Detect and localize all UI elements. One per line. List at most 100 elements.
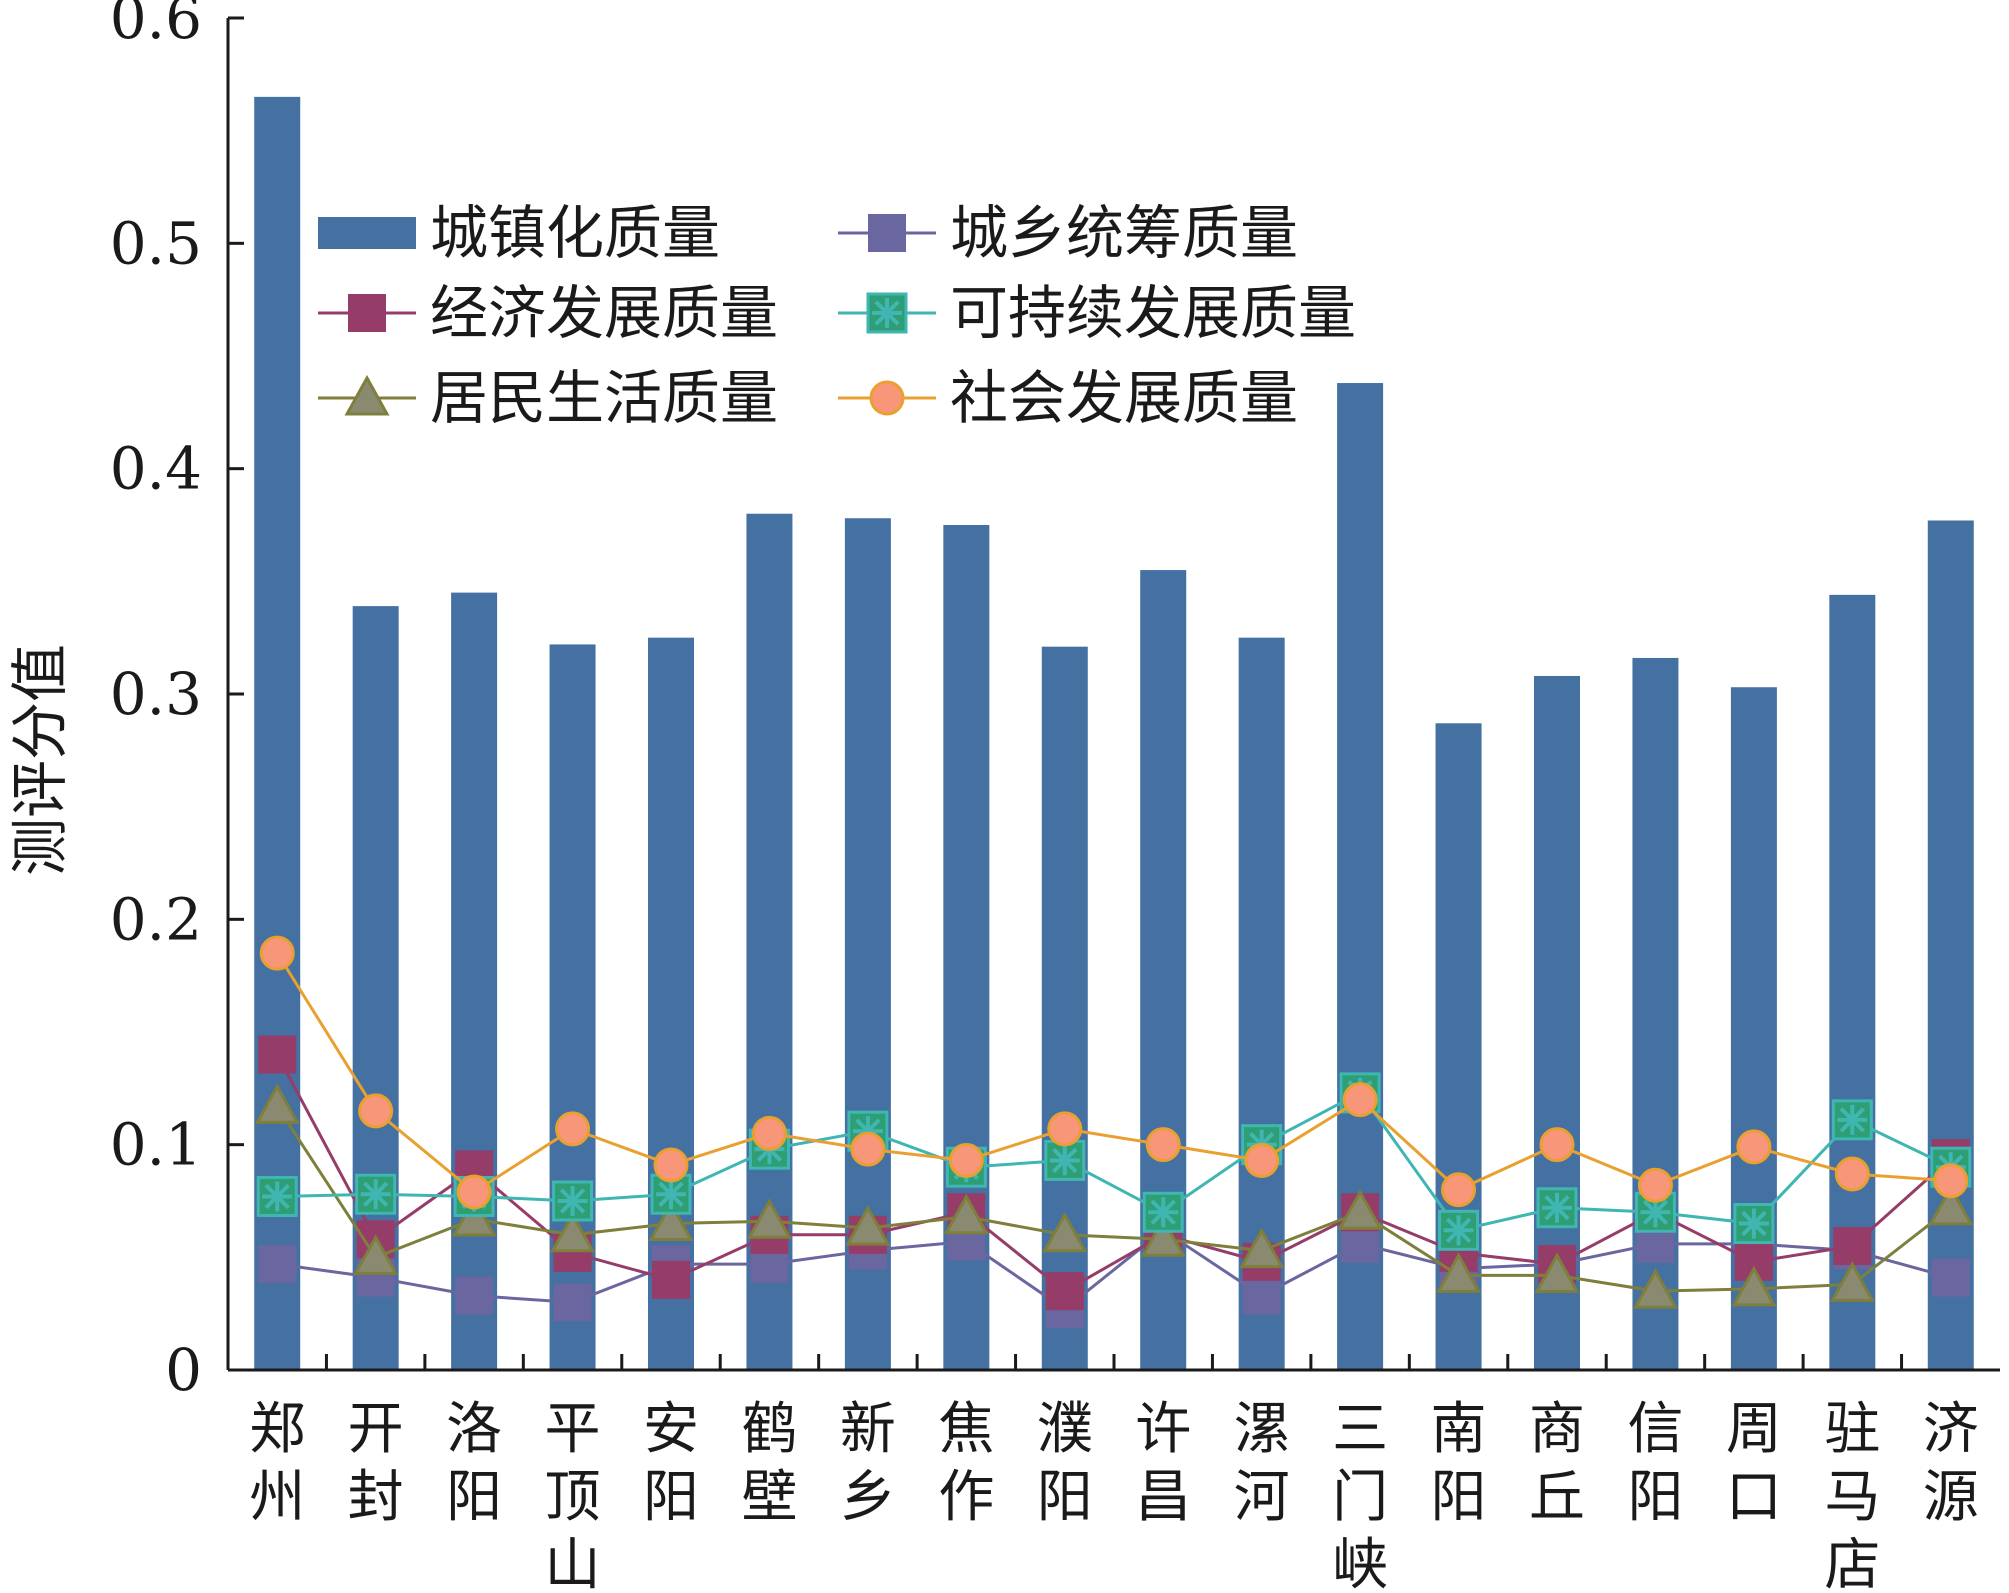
x-category-label: 濮阳 [1037, 1397, 1093, 1530]
y-tick-label: 0.1 [110, 1111, 202, 1179]
bar-urbanization-quality [254, 96, 301, 1370]
point-social [850, 1131, 886, 1167]
point-sustainable [1536, 1187, 1578, 1229]
legend-marker [869, 380, 905, 416]
x-category-label: 平顶山 [545, 1397, 601, 1593]
point-resident-life [1632, 1268, 1678, 1309]
point-social [555, 1111, 591, 1147]
point-resident-life [550, 1211, 596, 1253]
x-category-label: 开封 [348, 1397, 404, 1530]
point-urban-rural [553, 1283, 592, 1322]
x-category-label: 焦作 [938, 1397, 994, 1530]
point-social [1441, 1172, 1477, 1208]
line-resident-life [275, 1105, 1952, 1293]
point-social [259, 935, 295, 971]
line-sustainable [277, 1090, 1952, 1232]
y-tick-label: 0.5 [110, 209, 202, 277]
legend-swatch [318, 217, 416, 249]
point-urban-rural [1242, 1276, 1281, 1315]
bar-urbanization-quality [1927, 520, 1974, 1370]
point-social [1047, 1111, 1083, 1147]
x-category-label: 许昌 [1135, 1397, 1191, 1530]
point-social [1736, 1129, 1772, 1165]
point-social [653, 1147, 689, 1183]
point-economic [1045, 1272, 1084, 1311]
bar-urbanization-quality [451, 592, 498, 1370]
point-economic [258, 1035, 297, 1074]
point-resident-life [943, 1193, 989, 1235]
point-resident-life [648, 1200, 694, 1242]
point-resident-life [1534, 1252, 1580, 1293]
line-series-group [254, 935, 1974, 1329]
x-category-label: 济源 [1923, 1397, 1979, 1530]
point-sustainable [1438, 1209, 1480, 1251]
x-category-label: 漯河 [1234, 1397, 1290, 1530]
point-sustainable [355, 1173, 397, 1215]
y-tick-label: 0 [165, 1336, 202, 1404]
legend-marker [344, 374, 390, 416]
point-resident-life [1140, 1216, 1186, 1257]
line-urban-rural [277, 1228, 1952, 1312]
point-sustainable [256, 1175, 298, 1217]
point-resident-life [1042, 1211, 1088, 1253]
point-social [456, 1174, 492, 1210]
point-resident-life [1337, 1189, 1383, 1230]
x-category-label: 南阳 [1431, 1397, 1487, 1530]
legend-label: 经济发展质量 [430, 279, 778, 347]
x-category-label: 安阳 [643, 1397, 699, 1530]
legend-label: 居民生活质量 [430, 364, 778, 432]
legend-marker [866, 292, 908, 334]
point-social [1637, 1167, 1673, 1203]
y-tick-label: 0.4 [110, 435, 202, 503]
x-category-label: 周口 [1726, 1397, 1782, 1530]
point-sustainable [1142, 1191, 1184, 1233]
x-category-label: 鹤壁 [741, 1397, 797, 1530]
legend-label: 可持续发展质量 [950, 279, 1356, 347]
x-category-label: 信阳 [1627, 1397, 1683, 1530]
legend-item-sustainable: 可持续发展质量 [838, 279, 1356, 347]
point-economic [652, 1260, 690, 1299]
y-axis-label: 测评分值 [6, 644, 74, 876]
point-resident-life [845, 1204, 891, 1246]
x-category-label: 郑州 [249, 1397, 305, 1530]
legend-item-urban-rural: 城乡统筹质量 [838, 199, 1298, 267]
legend-item-social: 社会发展质量 [838, 364, 1298, 432]
y-tick-label: 0.3 [110, 660, 202, 728]
point-social [1342, 1082, 1378, 1118]
line-social [275, 952, 1951, 1194]
x-category-label: 洛阳 [446, 1397, 502, 1530]
point-urban-rural [1931, 1258, 1970, 1297]
point-social [358, 1093, 394, 1129]
point-resident-life [451, 1195, 497, 1237]
point-sustainable [1831, 1099, 1873, 1141]
point-social [751, 1115, 787, 1151]
point-social [1244, 1142, 1280, 1178]
legend-marker [868, 214, 906, 252]
point-sustainable [1733, 1203, 1775, 1245]
point-social [1933, 1163, 1969, 1199]
point-resident-life [1928, 1184, 1974, 1226]
point-sustainable [1044, 1139, 1086, 1181]
point-social [1145, 1127, 1181, 1163]
axes-group: 0 0.1 0.2 0.3 0.4 0.5 0.6 郑州开封洛阳平顶山安阳鹤壁新乡焦作濮阳许昌… [110, 0, 2000, 1593]
legend-label: 城乡统筹质量 [950, 199, 1298, 267]
point-social [1539, 1127, 1575, 1163]
point-resident-life [353, 1234, 399, 1275]
point-economic [1833, 1227, 1872, 1266]
line-economic [275, 1053, 1952, 1293]
point-resident-life [1239, 1227, 1285, 1269]
point-resident-life [1829, 1261, 1875, 1302]
x-category-label: 商丘 [1529, 1397, 1585, 1530]
point-social [1834, 1156, 1870, 1192]
legend-item-resident-life: 居民生活质量 [318, 364, 778, 432]
y-tick-label: 0.6 [110, 0, 202, 52]
point-resident-life [1436, 1252, 1482, 1293]
legend-label: 社会发展质量 [950, 364, 1298, 432]
point-resident-life [746, 1198, 792, 1239]
bar-urbanization-quality [1041, 646, 1088, 1370]
x-category-label: 三门峡 [1332, 1397, 1388, 1593]
legend-label: 城镇化质量 [430, 199, 720, 267]
legend-item-economic: 经济发展质量 [318, 279, 778, 347]
